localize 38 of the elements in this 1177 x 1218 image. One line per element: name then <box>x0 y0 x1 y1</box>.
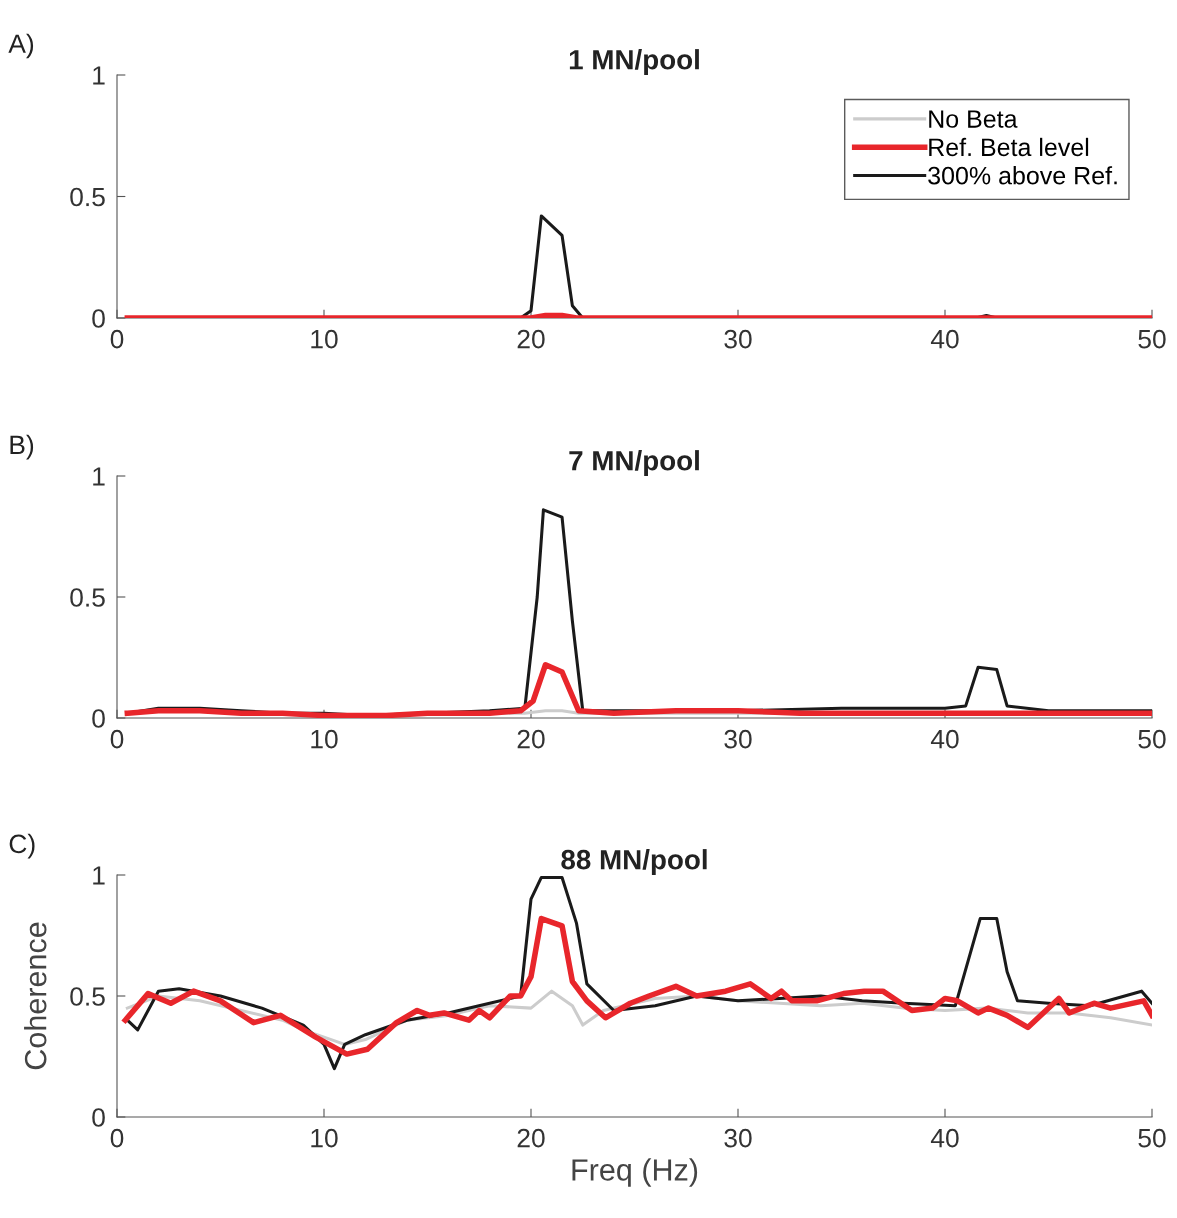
x-tick-label: 30 <box>724 729 752 749</box>
x-tick-label: 50 <box>1138 729 1166 749</box>
x-tick-label: 20 <box>517 1128 545 1148</box>
chart-title: 1 MN/pool <box>569 49 699 75</box>
y-tick-label: 0.5 <box>70 588 105 607</box>
x-tick-label: 10 <box>311 729 338 749</box>
x-tick-label: 0 <box>110 729 124 749</box>
x-tick-label: 30 <box>724 329 752 349</box>
x-tick-label: 50 <box>1138 329 1166 349</box>
x-tick-label: 50 <box>1138 1128 1166 1148</box>
text: A) <box>8 33 34 59</box>
y-tick-label: 0.5 <box>70 187 105 207</box>
x-tick-label: 40 <box>930 329 959 349</box>
y-tick-label: 1 <box>93 866 105 885</box>
x-axis-title: Freq (Hz) <box>572 1158 698 1187</box>
x-tick-label: 0 <box>110 1128 124 1148</box>
y-tick-label: 0 <box>92 709 105 728</box>
legend-label: No Beta <box>929 110 1018 128</box>
text: C) <box>9 833 35 859</box>
x-tick-label: 10 <box>311 329 338 349</box>
x-tick-label: 10 <box>311 1128 338 1148</box>
y-axis-title: Coherence <box>24 922 47 1070</box>
chart-title: 88 MN/pool <box>561 849 707 875</box>
chart-title: 7 MN/pool <box>569 450 699 476</box>
x-tick-label: 20 <box>517 329 545 349</box>
x-tick-label: 40 <box>930 1128 959 1148</box>
text: B) <box>10 434 34 460</box>
legend-label: 300% above Ref. <box>928 166 1117 185</box>
y-tick-label: 1 <box>93 66 105 85</box>
y-tick-label: 0 <box>92 1108 105 1127</box>
y-tick-label: 1 <box>93 467 105 486</box>
legend-label: Ref. Beta level <box>929 137 1089 157</box>
x-tick-label: 0 <box>110 329 124 349</box>
y-tick-label: 0 <box>92 309 105 328</box>
x-tick-label: 30 <box>724 1128 752 1148</box>
x-tick-label: 40 <box>930 729 959 749</box>
x-tick-label: 20 <box>517 729 545 749</box>
y-tick-label: 0.5 <box>70 987 105 1006</box>
